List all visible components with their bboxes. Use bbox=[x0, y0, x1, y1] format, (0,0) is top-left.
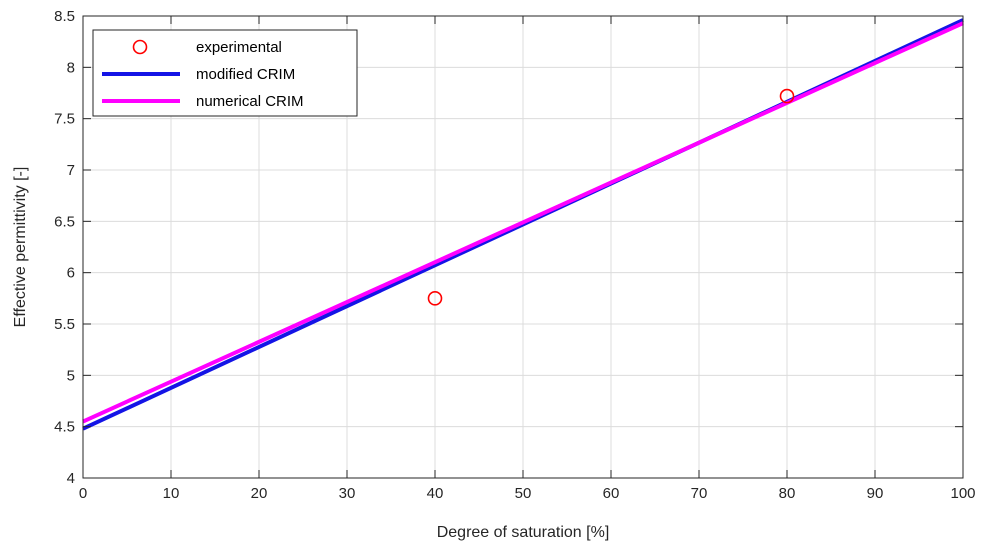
x-tick-label: 100 bbox=[950, 485, 975, 502]
series-line-numerical-crim bbox=[82, 21, 964, 424]
legend-label-modified-crim: modified CRIM bbox=[196, 66, 295, 83]
y-tick-label: 8 bbox=[67, 59, 75, 76]
experimental-point bbox=[779, 88, 795, 104]
x-axis-label: Degree of saturation [%] bbox=[437, 524, 610, 541]
y-tick-label: 4 bbox=[67, 470, 75, 487]
x-axis-ticks: 0 10 20 30 40 50 60 70 80 90 100 bbox=[79, 16, 976, 502]
x-tick-label: 80 bbox=[779, 485, 796, 502]
x-tick-label: 60 bbox=[603, 485, 620, 502]
series-layer bbox=[82, 18, 964, 431]
x-tick-label: 0 bbox=[79, 485, 87, 502]
legend-label-experimental: experimental bbox=[196, 39, 282, 56]
x-tick-label: 20 bbox=[251, 485, 268, 502]
legend-label-numerical-crim: numerical CRIM bbox=[196, 93, 304, 110]
y-axis-label: Effective permittivity [-] bbox=[12, 167, 29, 328]
grid bbox=[83, 16, 963, 478]
y-axis-ticks: 4 4.5 5 5.5 6 6.5 7 7.5 8 8.5 bbox=[54, 8, 963, 487]
x-tick-label: 10 bbox=[163, 485, 180, 502]
experimental-point bbox=[427, 291, 443, 306]
y-tick-label: 6 bbox=[67, 265, 75, 282]
x-tick-label: 70 bbox=[691, 485, 708, 502]
x-tick-label: 40 bbox=[427, 485, 444, 502]
x-tick-label: 30 bbox=[339, 485, 356, 502]
y-tick-label: 7 bbox=[67, 162, 75, 179]
y-tick-label: 5 bbox=[67, 367, 75, 384]
y-tick-label: 6.5 bbox=[54, 213, 75, 230]
legend-marker-experimental bbox=[132, 39, 148, 55]
legend: experimental modified CRIM numerical CRIM bbox=[92, 29, 358, 117]
y-tick-label: 8.5 bbox=[54, 8, 75, 25]
x-tick-label: 50 bbox=[515, 485, 532, 502]
y-tick-label: 7.5 bbox=[54, 111, 75, 128]
y-tick-label: 5.5 bbox=[54, 316, 75, 333]
y-tick-label: 4.5 bbox=[54, 419, 75, 436]
x-tick-label: 90 bbox=[867, 485, 884, 502]
